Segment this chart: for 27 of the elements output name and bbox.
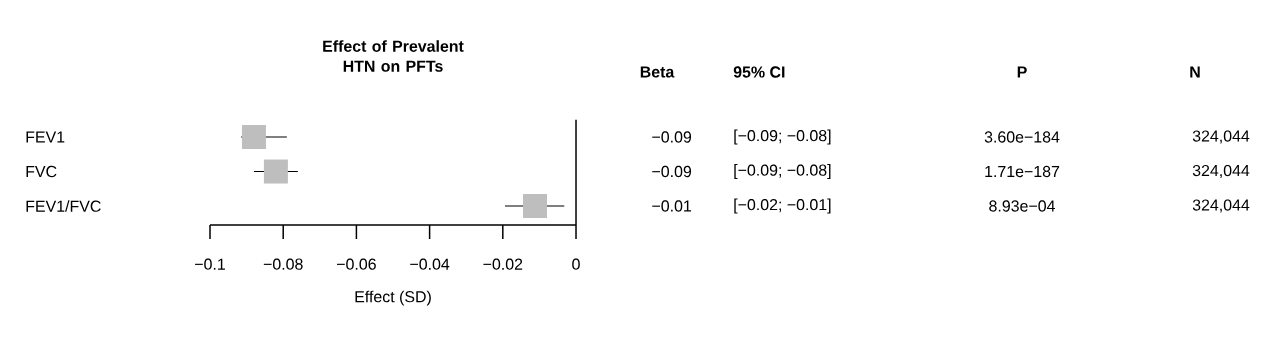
x-tick-label: −0.06 <box>337 258 376 270</box>
x-tick-label: −0.04 <box>410 258 450 270</box>
text: 95% CI <box>733 66 785 78</box>
x-axis-title: Effect (SD) <box>355 290 431 306</box>
text: [−0.09; −0.08] <box>734 129 831 145</box>
text: 3.60e−184 <box>984 131 1060 143</box>
text: −0.09 <box>652 165 692 178</box>
x-tick-label: −0.02 <box>483 258 523 270</box>
x-tick-label: 0 <box>572 258 580 270</box>
x-tick-label: −0.08 <box>263 258 303 270</box>
y-tick-label: FEV1/FVC <box>26 200 101 212</box>
text: 324,044 <box>1192 199 1250 213</box>
chart-title: Effect of Prevalent HTN on PFTs <box>323 40 464 72</box>
y-tick-label: FEV1 <box>26 131 65 143</box>
text: [−0.09; −0.08] <box>734 164 831 179</box>
text: −0.09 <box>652 131 692 143</box>
text: 1.71e−187 <box>985 165 1060 178</box>
text: 324,044 <box>1192 164 1250 179</box>
text: 324,044 <box>1192 130 1250 144</box>
text: Beta <box>640 66 675 78</box>
y-tick-label: FVC <box>26 165 57 178</box>
text: −0.01 <box>652 200 692 212</box>
x-tick-label: −0.1 <box>195 258 225 270</box>
text: 8.93e−04 <box>989 200 1055 212</box>
text: [−0.02; −0.01] <box>734 198 831 214</box>
text: N <box>1190 66 1200 78</box>
text: P <box>1017 66 1027 78</box>
